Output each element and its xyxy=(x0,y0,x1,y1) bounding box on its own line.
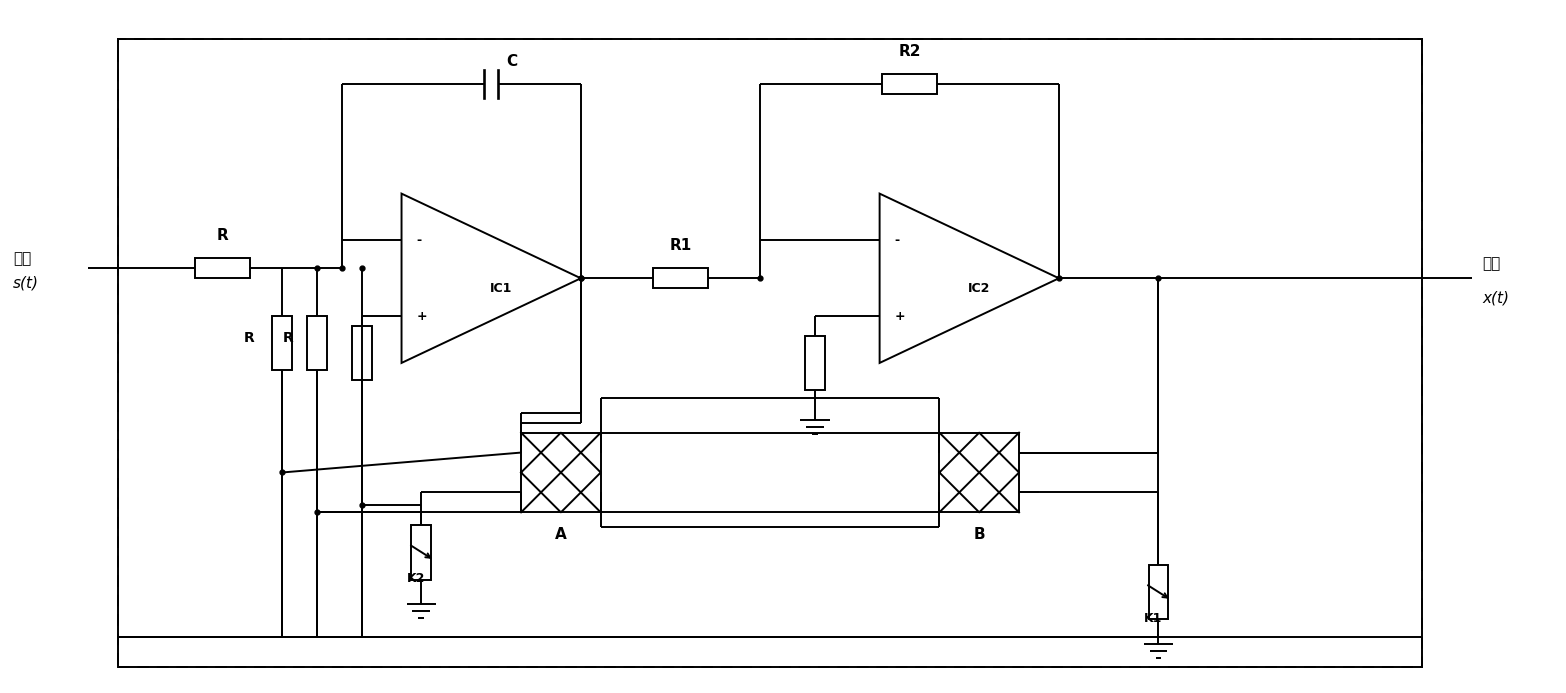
Bar xyxy=(805,335,825,390)
Bar xyxy=(1148,565,1168,620)
Text: -: - xyxy=(417,234,421,247)
Text: +: + xyxy=(417,310,428,323)
Text: R: R xyxy=(243,331,254,345)
Text: 输入: 输入 xyxy=(13,251,31,266)
Text: 输出: 输出 xyxy=(1481,256,1500,271)
Bar xyxy=(653,268,708,288)
Text: R2: R2 xyxy=(899,44,921,59)
Text: -: - xyxy=(894,234,900,247)
Bar xyxy=(117,40,1422,667)
Bar xyxy=(307,315,327,370)
Text: K1: K1 xyxy=(1143,612,1162,625)
Polygon shape xyxy=(880,193,1059,363)
Text: A: A xyxy=(554,527,567,542)
Text: R1: R1 xyxy=(669,238,692,254)
Text: K2: K2 xyxy=(407,572,424,585)
Bar xyxy=(117,40,1422,667)
Bar xyxy=(521,432,601,512)
Text: R: R xyxy=(283,331,294,345)
Text: s(t): s(t) xyxy=(13,276,39,291)
Bar xyxy=(940,432,1019,512)
Bar xyxy=(272,315,291,370)
Bar xyxy=(352,326,371,380)
Text: x(t): x(t) xyxy=(1481,290,1510,306)
Polygon shape xyxy=(401,193,581,363)
Text: R: R xyxy=(216,229,229,243)
Text: +: + xyxy=(894,310,905,323)
Text: IC2: IC2 xyxy=(968,282,990,295)
Bar xyxy=(194,258,249,279)
Bar xyxy=(882,74,936,94)
Text: C: C xyxy=(506,54,517,69)
Text: IC1: IC1 xyxy=(490,282,512,295)
Bar xyxy=(412,525,431,579)
Text: B: B xyxy=(974,527,985,542)
